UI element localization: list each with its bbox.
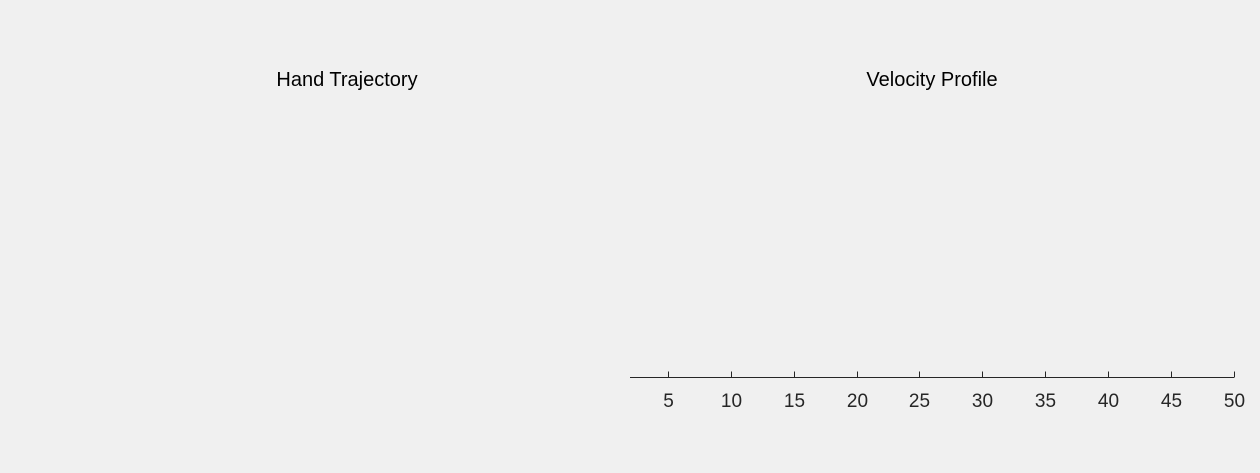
x-tick-label: 10 [721,391,742,412]
x-tick-label: 50 [1224,391,1245,412]
x-tick-label: 45 [1161,391,1182,412]
x-tick-label: 5 [663,391,674,412]
x-tick-label: 25 [909,391,930,412]
x-tick-label: 20 [847,391,868,412]
hand-trajectory-axes: Hand Trajectory [276,69,417,91]
velocity-x-ticks: 5 10 15 20 25 30 35 40 45 50 [663,371,1245,412]
velocity-profile-title: Velocity Profile [866,69,997,91]
x-tick-label: 30 [972,391,993,412]
velocity-profile-axes: Velocity Profile 5 10 15 20 25 30 35 40 45 50 [630,69,1245,412]
hand-trajectory-title: Hand Trajectory [276,69,417,91]
x-tick-label: 40 [1098,391,1119,412]
x-tick-label: 15 [784,391,805,412]
x-tick-label: 35 [1035,391,1056,412]
